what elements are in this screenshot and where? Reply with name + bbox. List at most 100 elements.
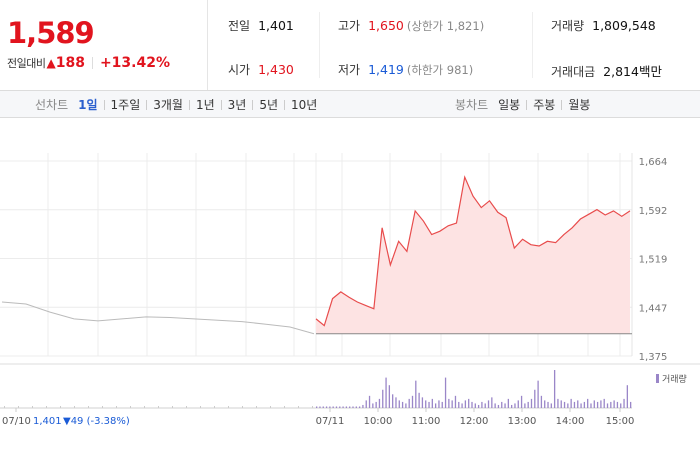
tab-candle-0[interactable]: 일봉 [498, 98, 521, 112]
volume-bar [477, 404, 480, 408]
stat-value: 1,809,548 [592, 18, 656, 33]
stat-label: 시가 [228, 63, 251, 77]
volume-bar [468, 398, 470, 408]
tab-period-5[interactable]: 5년 [259, 98, 279, 112]
volume-bar [497, 404, 500, 408]
tab-period-3[interactable]: 1년 [195, 98, 215, 112]
volume-bar [418, 392, 420, 408]
volume-bar [342, 406, 344, 408]
volume-bar [481, 401, 483, 408]
stat-label: 거래량 [551, 19, 585, 33]
volume-bar [332, 406, 334, 408]
up-triangle-icon: ▲ [46, 56, 56, 70]
prev-volume-bar [46, 406, 47, 408]
volume-bar [544, 400, 546, 408]
x-tick-label: 15:00 [606, 416, 635, 427]
stat-value: 1,419 [368, 62, 404, 77]
prev-volume-bar [144, 406, 145, 408]
tab-period-1[interactable]: 1주일 [110, 98, 141, 112]
tab-divider [561, 99, 563, 110]
volume-bar [471, 401, 473, 408]
stat-label: 전일 [228, 19, 251, 33]
volume-bar [428, 401, 430, 408]
today-price-area [316, 177, 630, 334]
volume-bar [385, 377, 387, 408]
volume-bar [398, 400, 400, 408]
volume-bar [411, 395, 414, 408]
volume-bar [415, 380, 417, 408]
stat-value: 1,401 [258, 18, 294, 33]
stats-panel: 전일 1,401 시가 1,430 고가 1,650 (상한가 1,821) 저… [208, 0, 700, 90]
prev-volume-bar [298, 406, 299, 408]
volume-bar [613, 400, 615, 408]
volume-bar [329, 406, 331, 408]
volume-bar [325, 406, 328, 408]
volume-bar [401, 401, 404, 408]
volume-bar [606, 403, 609, 408]
volume-bar [514, 403, 516, 408]
prev-volume-bar [32, 406, 33, 408]
prev-day-change: ▼49 (-3.38%) [63, 416, 130, 427]
volume-bar [434, 403, 437, 408]
tab-divider [103, 99, 105, 110]
prev-volume-bar [284, 406, 285, 408]
tab-period-0[interactable]: 1일 [78, 98, 98, 112]
volume-bar [458, 401, 460, 408]
volume-bar [352, 406, 354, 408]
prev-volume-bar [4, 406, 5, 408]
volume-legend-swatch [656, 374, 659, 383]
volume-bar [517, 400, 519, 408]
volume-bar [322, 406, 324, 408]
stat-low: 저가 1,419 (하한가 981) [338, 61, 473, 78]
prev-volume-bar [158, 406, 159, 408]
stat-value: 2,814백만 [603, 64, 662, 79]
volume-bar [626, 385, 628, 408]
volume-bar [550, 403, 552, 408]
tab-candle-2[interactable]: 월봉 [568, 98, 591, 112]
x-tick-label: 07/10 [2, 416, 31, 427]
volume-bar [431, 398, 433, 408]
volume-bar [484, 403, 486, 408]
x-tick-label: 14:00 [556, 416, 585, 427]
tab-candle-1[interactable]: 주봉 [533, 98, 556, 112]
volume-bar [441, 401, 443, 408]
stat-value: 1,650 [368, 18, 404, 33]
prev-day-close: 1,401 [33, 416, 62, 427]
volume-bar [580, 403, 582, 408]
tab-period-4[interactable]: 3년 [227, 98, 247, 112]
volume-bar [504, 403, 506, 408]
tab-period-6[interactable]: 10년 [291, 98, 318, 112]
quote-header: 1,589 전일대비 ▲ 188 +13.42% 전일 1,401 시가 1,4… [0, 0, 700, 91]
y-tick-label: 1,519 [639, 255, 668, 266]
tab-period-2[interactable]: 3개월 [153, 98, 183, 112]
prev-volume-bar [116, 406, 117, 408]
prev-volume-bar [88, 406, 89, 408]
x-tick-label: 13:00 [508, 416, 537, 427]
volume-bar [494, 403, 496, 408]
volume-bar [587, 398, 589, 408]
volume-bar [630, 401, 632, 408]
volume-bar [553, 370, 556, 408]
volume-bar [520, 395, 523, 408]
volume-bar [319, 406, 321, 408]
prev-volume-bar [214, 406, 215, 408]
divider [532, 12, 533, 78]
volume-bar [524, 403, 526, 408]
stat-label: 고가 [338, 19, 361, 33]
stat-prev-close: 전일 1,401 [228, 17, 294, 34]
chart-tabs: 선차트 1일 1주일 3개월 1년 3년 5년 10년 봉차트 일봉 주봉 월봉 [0, 91, 700, 118]
volume-bar [610, 401, 612, 408]
volume-bar [623, 398, 625, 408]
price-box: 1,589 전일대비 ▲ 188 +13.42% [0, 0, 208, 90]
prev-volume-bar [256, 406, 257, 408]
volume-bar [316, 406, 318, 408]
volume-bar [511, 404, 513, 408]
prev-volume-bar [228, 406, 229, 408]
volume-bar [408, 398, 410, 408]
prev-day-price-line [1, 301, 315, 335]
volume-bar [570, 398, 572, 408]
volume-bar [349, 406, 351, 408]
divider [319, 12, 320, 78]
change-percent: +13.42% [99, 55, 170, 71]
volume-bar [368, 395, 371, 408]
